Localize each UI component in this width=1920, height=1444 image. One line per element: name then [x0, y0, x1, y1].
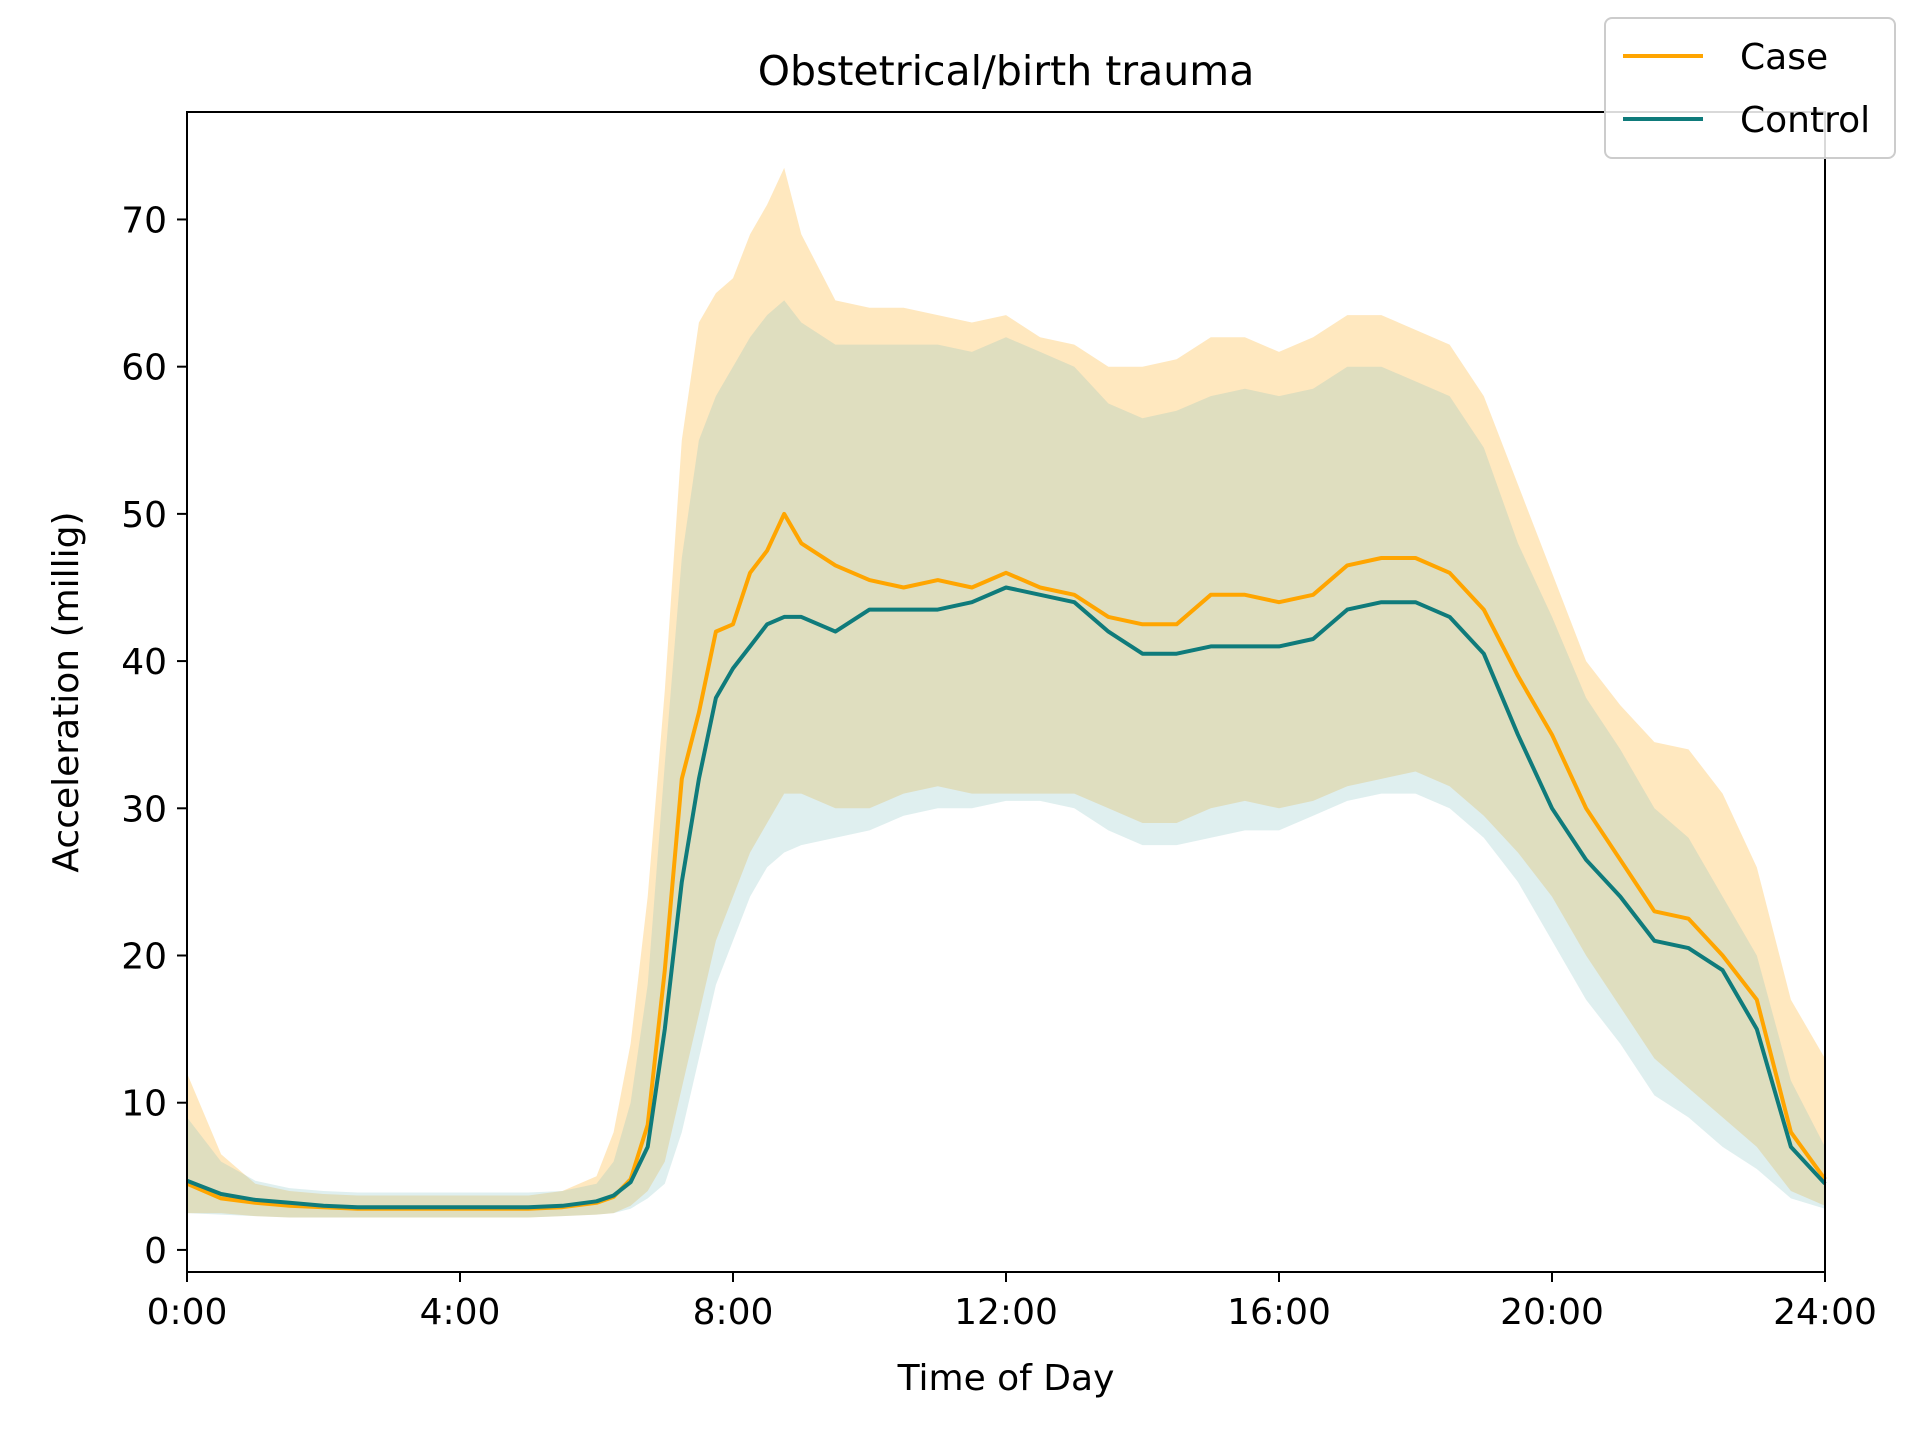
- band-case: [187, 167, 1825, 1218]
- x-tick-label: 20:00: [1500, 1292, 1604, 1333]
- legend-label-control: Control: [1740, 100, 1870, 141]
- y-tick-label: 30: [121, 789, 167, 830]
- x-tick-label: 16:00: [1227, 1292, 1331, 1333]
- x-tick-label: 8:00: [693, 1292, 774, 1333]
- y-tick-label: 20: [121, 937, 167, 978]
- confidence-bands: [187, 167, 1825, 1218]
- y-tick-label: 10: [121, 1084, 167, 1125]
- x-tick-label: 12:00: [954, 1292, 1058, 1333]
- legend-label-case: Case: [1740, 37, 1828, 78]
- series-lines: [186, 511, 1827, 1211]
- y-tick-label: 40: [121, 642, 167, 683]
- y-axis: 0 10 20 30 40 50 60 70: [121, 200, 187, 1272]
- x-axis: 0:00 4:00 8:00 12:00 16:00 20:00 24:00: [147, 1272, 1877, 1333]
- y-axis-label: Acceleration (millig): [46, 511, 87, 872]
- x-tick-label: 0:00: [147, 1292, 228, 1333]
- x-axis-label: Time of Day: [897, 1358, 1115, 1399]
- x-tick-label: 4:00: [420, 1292, 501, 1333]
- series-line-control: [186, 585, 1827, 1210]
- legend: Case Control: [1604, 17, 1896, 159]
- y-tick-label: 0: [144, 1231, 167, 1272]
- y-tick-label: 50: [121, 495, 167, 536]
- chart-title: Obstetrical/birth trauma: [758, 47, 1255, 95]
- band-control: [187, 300, 1825, 1218]
- x-tick-label: 24:00: [1773, 1292, 1877, 1333]
- y-tick-label: 70: [121, 200, 167, 241]
- y-tick-label: 60: [121, 348, 167, 389]
- legend-box: [1604, 17, 1896, 159]
